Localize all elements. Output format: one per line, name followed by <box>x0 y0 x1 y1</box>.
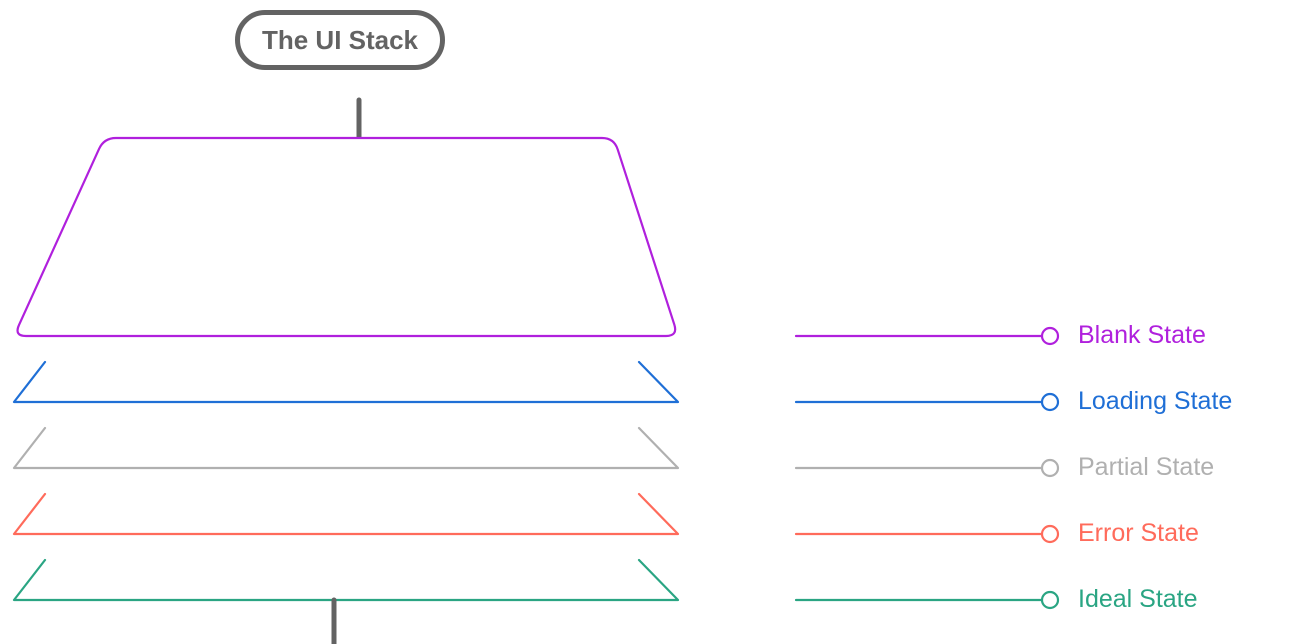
legend-label-error: Error State <box>1078 519 1199 548</box>
legend-label-ideal: Ideal State <box>1078 585 1198 614</box>
legend-endpoint-blank <box>1042 328 1058 344</box>
stack-plate-loading <box>14 362 678 402</box>
stack-plate-blank <box>18 138 676 336</box>
legend-endpoint-partial <box>1042 460 1058 476</box>
title-text: The UI Stack <box>262 25 418 56</box>
legend-label-blank: Blank State <box>1078 321 1206 350</box>
stack-plate-error <box>14 494 678 534</box>
stack-plate-ideal <box>14 560 678 600</box>
legend-endpoint-ideal <box>1042 592 1058 608</box>
title-pill: The UI Stack <box>235 10 445 70</box>
legend-endpoint-loading <box>1042 394 1058 410</box>
legend-endpoint-error <box>1042 526 1058 542</box>
legend-label-loading: Loading State <box>1078 387 1232 416</box>
legend-label-partial: Partial State <box>1078 453 1214 482</box>
stack-plate-partial <box>14 428 678 468</box>
